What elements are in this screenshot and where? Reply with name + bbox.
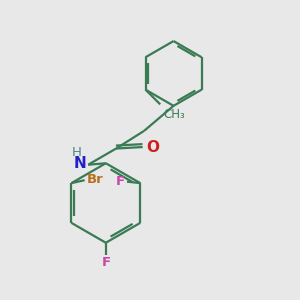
Text: H: H (72, 146, 82, 159)
Text: F: F (116, 175, 125, 188)
Text: CH₃: CH₃ (163, 108, 185, 121)
Text: O: O (146, 140, 159, 154)
Text: Br: Br (87, 173, 104, 186)
Text: F: F (101, 256, 110, 269)
Text: N: N (74, 156, 87, 171)
